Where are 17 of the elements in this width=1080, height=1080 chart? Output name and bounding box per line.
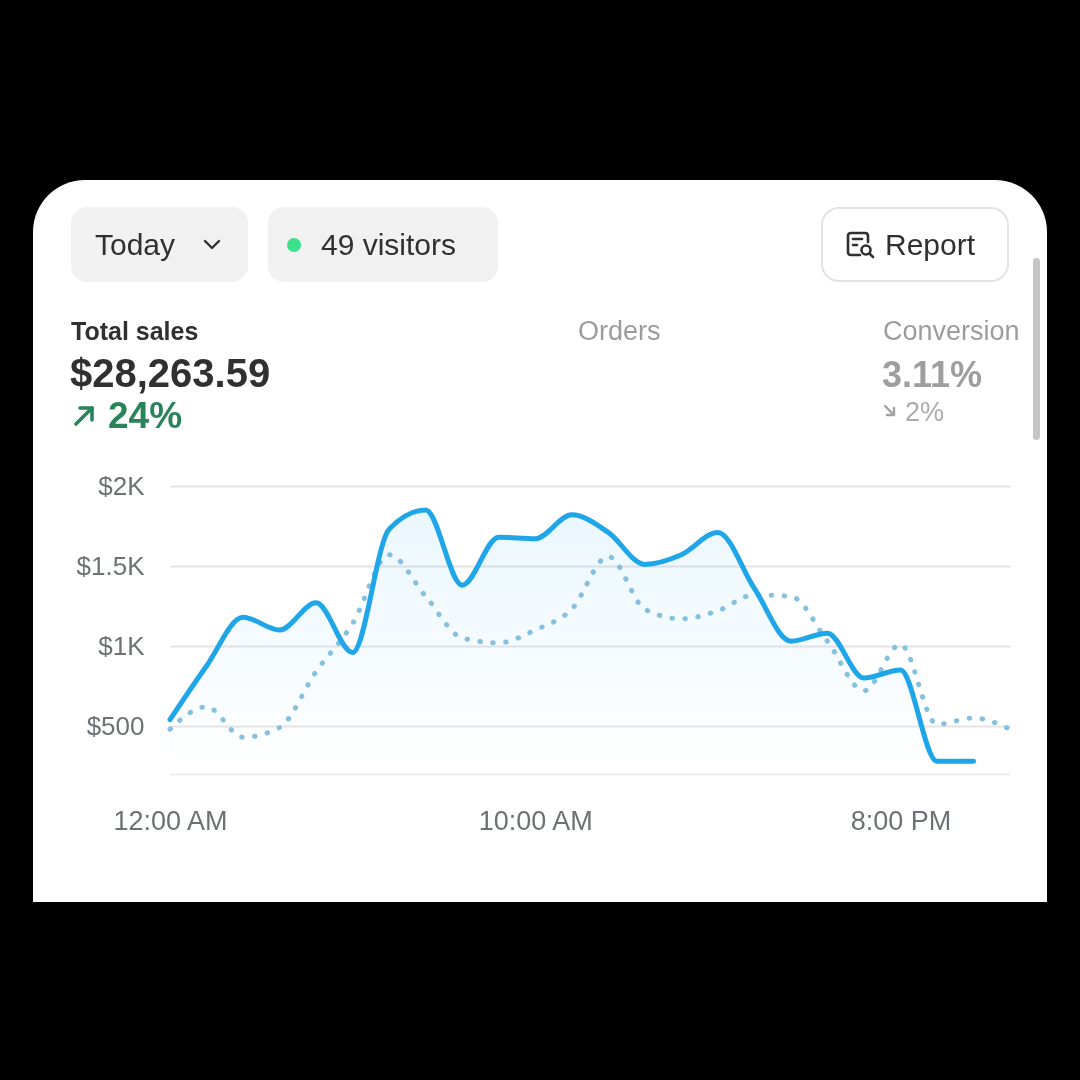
y-tick-label: $500 bbox=[86, 710, 145, 741]
visitors-chip: 49 visitors bbox=[268, 207, 498, 282]
y-tick-label: $1K bbox=[98, 630, 146, 661]
y-tick-label: $1.5K bbox=[76, 550, 146, 581]
y-tick-label: $2K bbox=[98, 470, 146, 501]
chart-subtitle: $28,263.59 bbox=[70, 350, 271, 397]
x-tick-label: 12:00 AM bbox=[113, 805, 228, 836]
chart-title: Total sales bbox=[71, 316, 199, 346]
text: 3.11% bbox=[882, 352, 983, 396]
text: Orders bbox=[578, 315, 661, 347]
text: Conversion bbox=[883, 315, 1020, 347]
x-tick-label: 10:00 AM bbox=[478, 805, 593, 836]
text: 2% bbox=[905, 396, 945, 428]
report-button: Report bbox=[821, 207, 1009, 282]
date-dropdown: Today bbox=[71, 207, 248, 282]
x-tick-label: 8:00 PM bbox=[850, 805, 952, 836]
text: 24% bbox=[108, 394, 183, 438]
